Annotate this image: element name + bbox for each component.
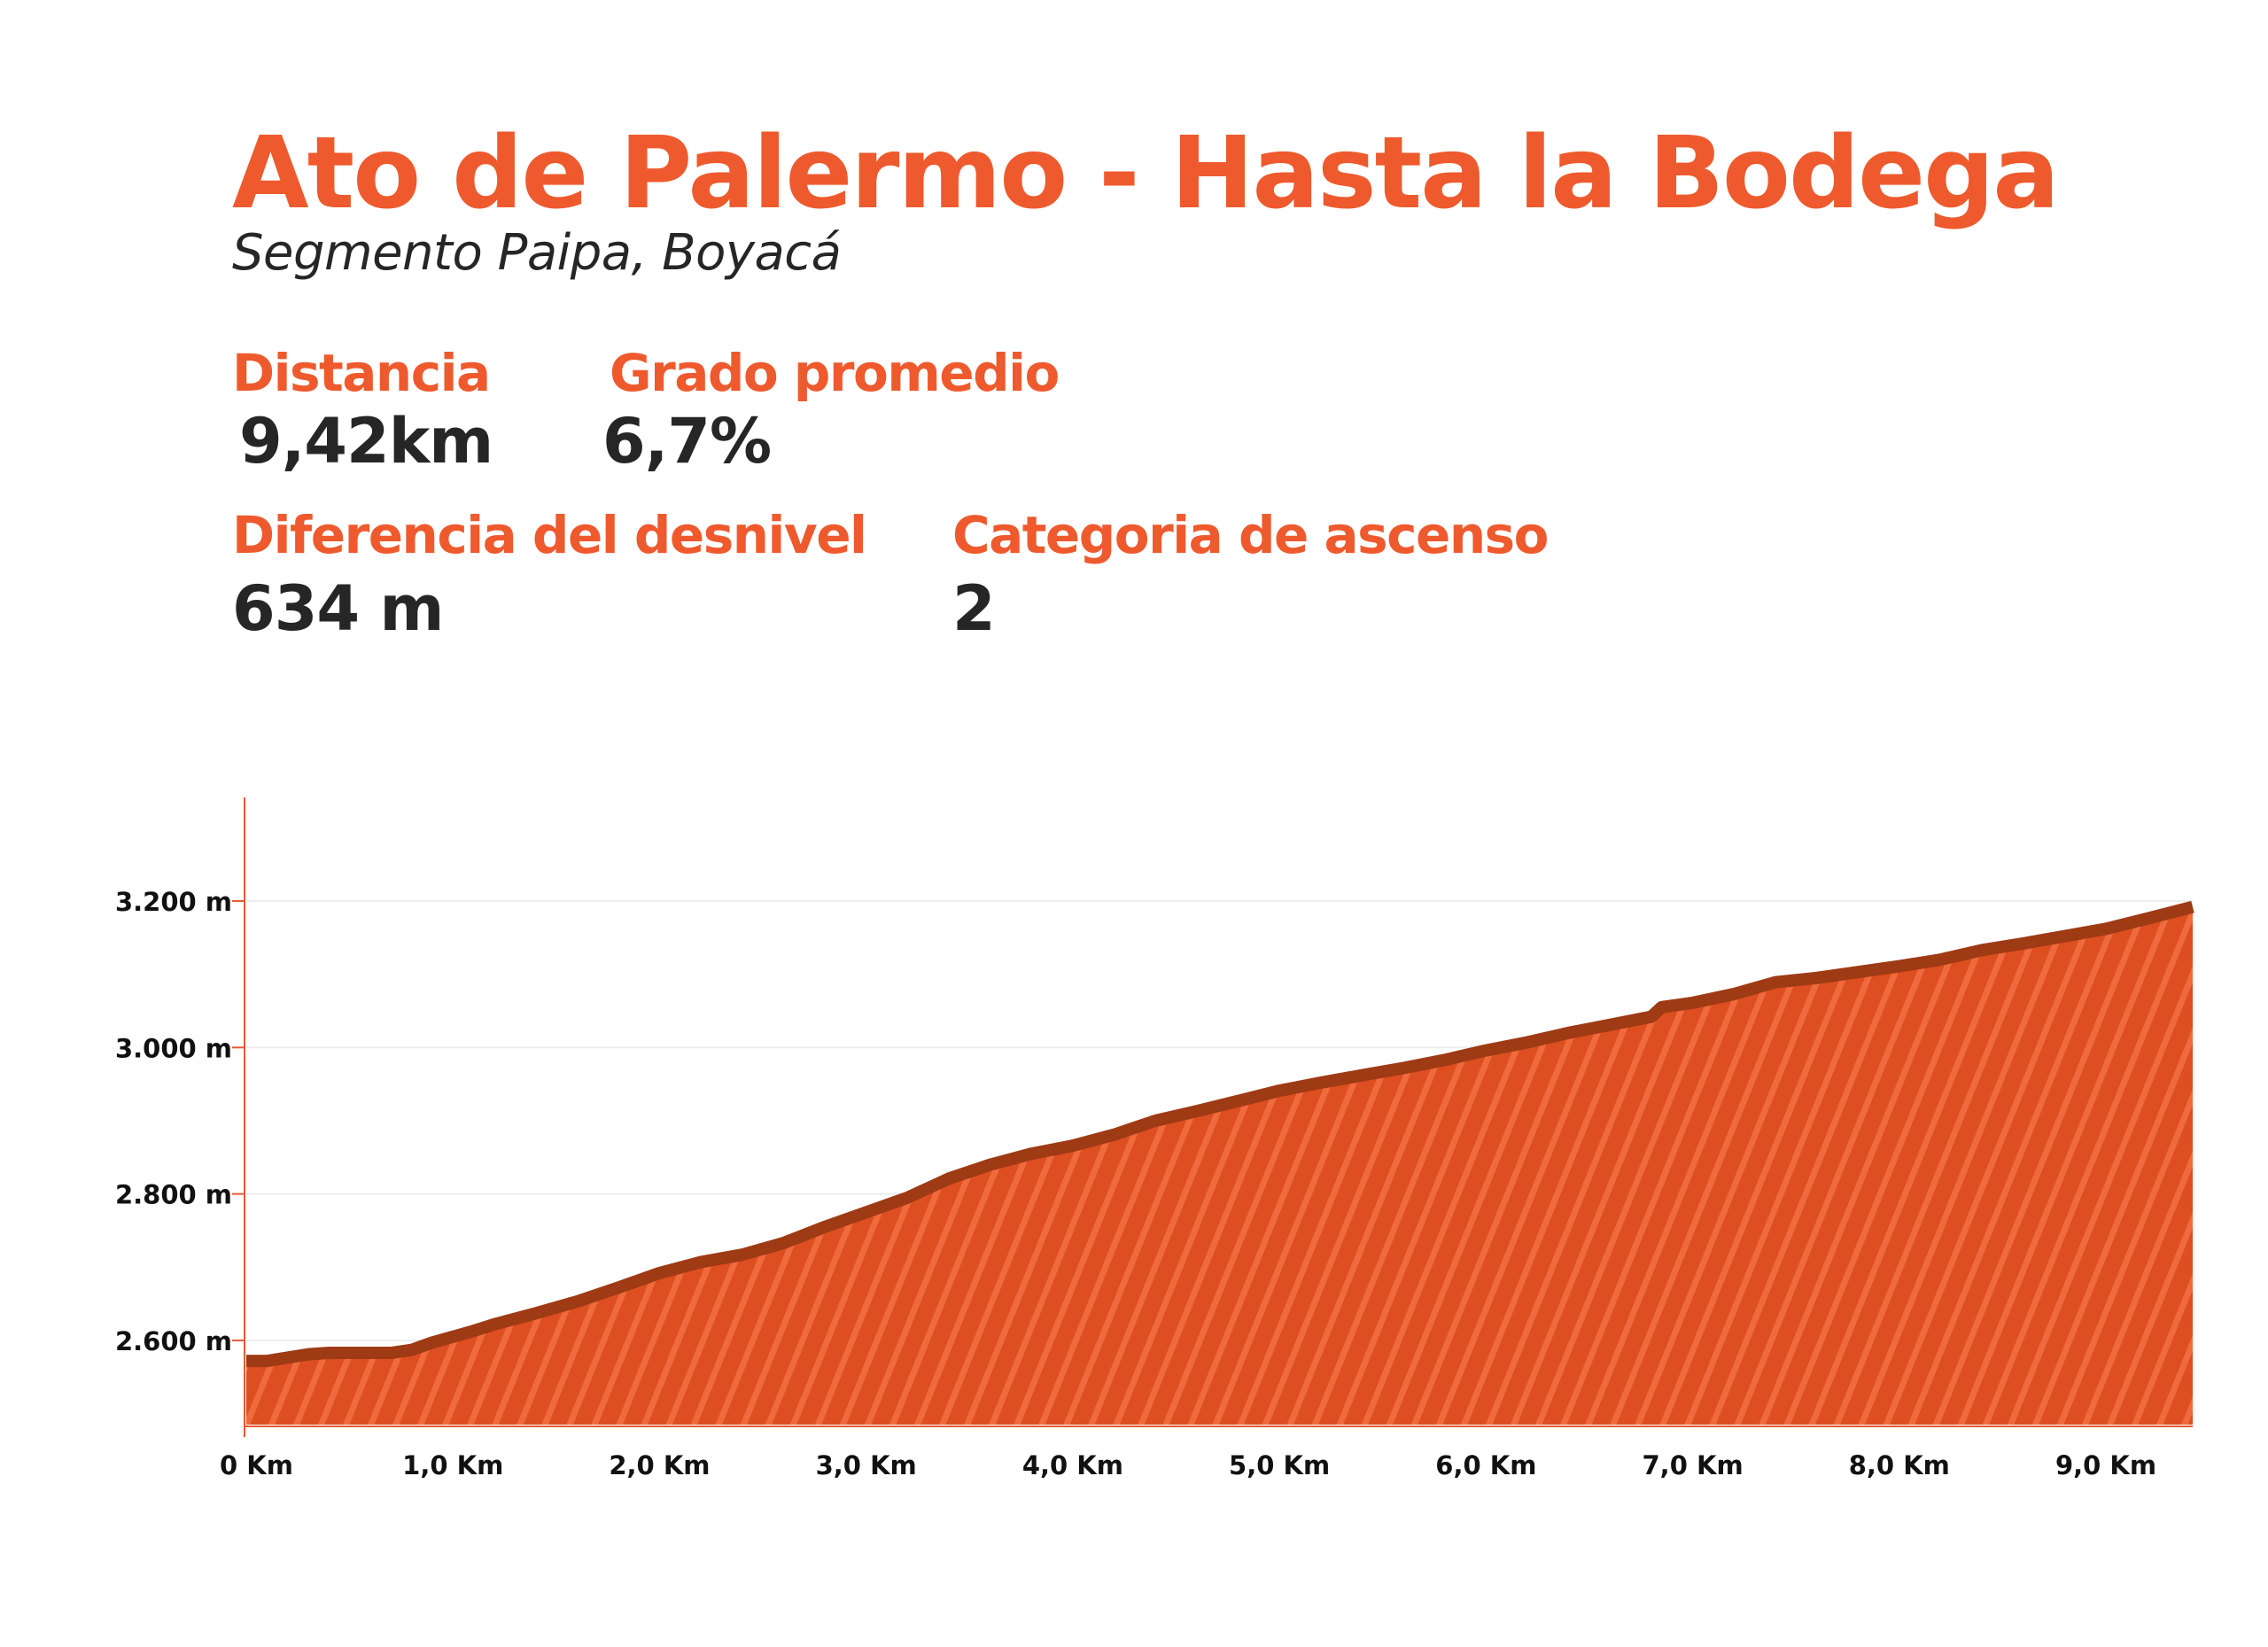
x-tick-label: 5,0 Km bbox=[1229, 1450, 1330, 1480]
x-tick-label: 9,0 Km bbox=[2055, 1450, 2156, 1480]
elevation-difference-label: Diferencia del desnivel bbox=[232, 505, 867, 565]
elevation-difference-value: 634 m bbox=[232, 572, 444, 645]
y-tick-label: 3.200 m bbox=[115, 887, 232, 917]
y-tick-label: 2.600 m bbox=[115, 1326, 232, 1356]
climb-category-value: 2 bbox=[952, 572, 996, 645]
elevation-profile-line bbox=[246, 900, 2194, 1368]
x-tick-label: 6,0 Km bbox=[1435, 1450, 1536, 1480]
x-tick-label: 4,0 Km bbox=[1022, 1450, 1123, 1480]
x-tick-label: 8,0 Km bbox=[1849, 1450, 1950, 1480]
y-axis-ticks: 2.600 m 2.800 m 3.000 m 3.200 m bbox=[115, 887, 245, 1356]
x-axis-ticks: 0 Km 1,0 Km 2,0 Km 3,0 Km 4,0 Km 5,0 Km 6,0 Km… bbox=[220, 1450, 2156, 1480]
x-tick-label: 7,0 Km bbox=[1643, 1450, 1744, 1480]
distance-label: Distancia bbox=[232, 343, 491, 403]
page-subtitle: Segmento Paipa, Boyacá bbox=[232, 224, 842, 282]
elevation-profile-chart: 2.600 m 2.800 m 3.000 m 3.200 m 0 Km 1,0 Km 2… bbox=[115, 797, 2194, 1480]
grade-label: Grado promedio bbox=[610, 343, 1060, 403]
x-tick-label: 3,0 Km bbox=[816, 1450, 917, 1480]
x-tick-label: 1,0 Km bbox=[402, 1450, 503, 1480]
elevation-area bbox=[246, 906, 2193, 1425]
y-tick-label: 3.000 m bbox=[115, 1033, 232, 1063]
x-tick-label: 0 Km bbox=[220, 1450, 293, 1480]
y-tick-label: 2.800 m bbox=[115, 1180, 232, 1210]
page-title: Ato de Palermo - Hasta la Bodega bbox=[232, 116, 2060, 231]
grade-value: 6,7% bbox=[602, 405, 772, 478]
x-tick-label: 2,0 Km bbox=[609, 1450, 710, 1480]
distance-value: 9,42km bbox=[239, 405, 493, 478]
climb-category-label: Categoria de ascenso bbox=[952, 505, 1550, 565]
